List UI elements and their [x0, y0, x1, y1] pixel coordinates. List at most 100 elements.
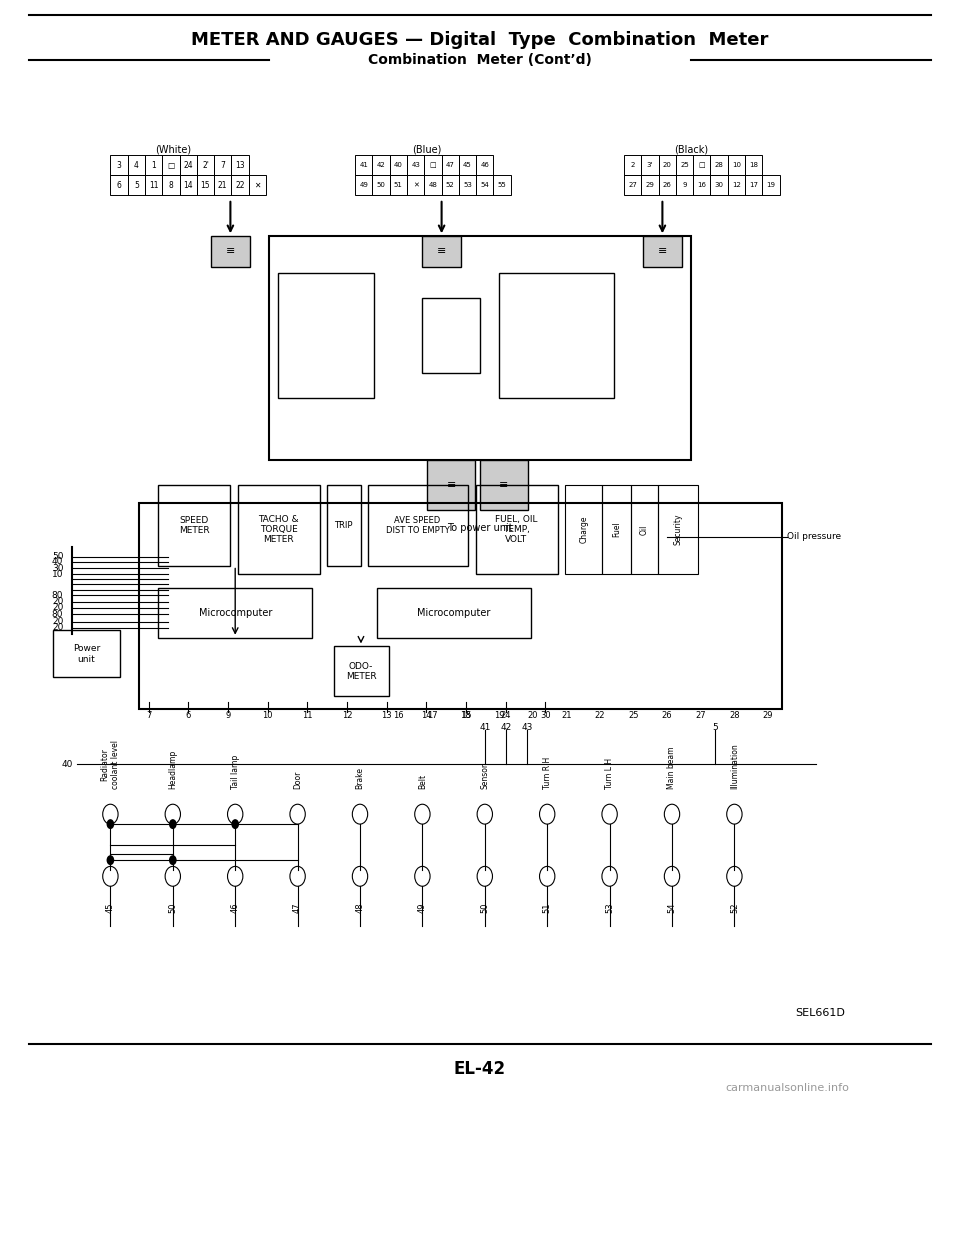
- Text: 24: 24: [500, 711, 511, 721]
- Bar: [624, 175, 641, 195]
- Text: Fuel: Fuel: [612, 522, 621, 537]
- Text: TRIP: TRIP: [334, 521, 353, 531]
- Text: Radiator
coolant level: Radiator coolant level: [101, 741, 120, 789]
- Bar: [565, 485, 602, 574]
- Bar: [128, 155, 145, 175]
- Bar: [53, 630, 120, 677]
- Text: ✕: ✕: [254, 180, 260, 190]
- Text: 54: 54: [667, 902, 677, 912]
- Bar: [676, 175, 693, 195]
- Bar: [624, 155, 641, 175]
- Text: 6: 6: [116, 180, 122, 190]
- Text: 18: 18: [749, 163, 758, 168]
- Bar: [745, 175, 762, 195]
- Text: 24: 24: [183, 160, 193, 170]
- Text: 22: 22: [235, 180, 245, 190]
- Bar: [427, 460, 475, 510]
- Text: 15: 15: [461, 711, 471, 721]
- Circle shape: [107, 855, 114, 865]
- Text: METER AND GAUGES — Digital  Type  Combination  Meter: METER AND GAUGES — Digital Type Combinat…: [191, 31, 769, 48]
- Bar: [162, 155, 180, 175]
- Bar: [493, 175, 511, 195]
- Text: 30: 30: [714, 183, 724, 188]
- Text: Illumination: Illumination: [730, 743, 739, 789]
- Bar: [278, 273, 374, 398]
- Bar: [327, 485, 361, 566]
- Circle shape: [169, 855, 177, 865]
- Bar: [422, 298, 480, 373]
- Bar: [145, 175, 162, 195]
- Bar: [231, 175, 249, 195]
- Text: □: □: [430, 163, 436, 168]
- Text: ODO-
METER: ODO- METER: [346, 661, 376, 681]
- Bar: [110, 155, 128, 175]
- Text: 80: 80: [52, 609, 63, 619]
- Bar: [442, 155, 459, 175]
- Text: 2': 2': [202, 160, 209, 170]
- Text: EL-42: EL-42: [454, 1060, 506, 1078]
- Text: 14: 14: [421, 711, 432, 721]
- Bar: [158, 588, 312, 638]
- Text: 55: 55: [497, 183, 507, 188]
- Text: 27: 27: [628, 183, 637, 188]
- Text: 12: 12: [342, 711, 352, 721]
- Text: 43: 43: [521, 722, 533, 732]
- Text: Headlamp: Headlamp: [168, 750, 178, 789]
- Text: 52: 52: [445, 183, 455, 188]
- Bar: [659, 175, 676, 195]
- Text: ≡: ≡: [658, 246, 667, 256]
- Text: 7: 7: [220, 160, 226, 170]
- Text: 46: 46: [230, 902, 240, 912]
- Bar: [728, 155, 745, 175]
- Text: Sensor: Sensor: [480, 763, 490, 789]
- Bar: [710, 155, 728, 175]
- Text: 4: 4: [133, 160, 139, 170]
- Bar: [249, 175, 266, 195]
- Text: Brake: Brake: [355, 767, 365, 789]
- Text: 50: 50: [52, 552, 63, 562]
- Text: TACHO &
TORQUE
METER: TACHO & TORQUE METER: [258, 515, 300, 544]
- Text: Tail lamp: Tail lamp: [230, 755, 240, 789]
- Text: 45: 45: [463, 163, 472, 168]
- Bar: [158, 485, 230, 566]
- Text: 20: 20: [528, 711, 538, 721]
- Bar: [631, 485, 658, 574]
- Text: 30: 30: [52, 563, 63, 573]
- Text: 13: 13: [381, 711, 392, 721]
- Bar: [197, 155, 214, 175]
- Text: 27: 27: [695, 711, 707, 721]
- Bar: [762, 175, 780, 195]
- Bar: [180, 175, 197, 195]
- Text: Main beam: Main beam: [667, 747, 677, 789]
- Text: 51: 51: [542, 902, 552, 912]
- Bar: [110, 175, 128, 195]
- Bar: [180, 155, 197, 175]
- Bar: [145, 155, 162, 175]
- Bar: [197, 175, 214, 195]
- Bar: [728, 175, 745, 195]
- Bar: [139, 503, 782, 709]
- Bar: [162, 175, 180, 195]
- Text: 50: 50: [376, 183, 386, 188]
- Text: Turn R H: Turn R H: [542, 757, 552, 789]
- Text: 49: 49: [418, 902, 427, 912]
- Text: 5: 5: [133, 180, 139, 190]
- Text: 3': 3': [647, 163, 653, 168]
- Text: 1: 1: [152, 160, 156, 170]
- Text: 25: 25: [629, 711, 638, 721]
- Text: 50: 50: [480, 902, 490, 912]
- Text: 10: 10: [732, 163, 741, 168]
- Text: ≡: ≡: [446, 480, 456, 490]
- Bar: [459, 155, 476, 175]
- Text: 47: 47: [293, 902, 302, 912]
- Text: 21: 21: [562, 711, 571, 721]
- Text: 80: 80: [52, 590, 63, 600]
- Text: 20: 20: [52, 617, 63, 626]
- Text: 6: 6: [186, 711, 191, 721]
- Bar: [693, 155, 710, 175]
- Text: 20: 20: [52, 597, 63, 607]
- Bar: [377, 588, 531, 638]
- Text: 48: 48: [355, 902, 365, 912]
- Bar: [499, 273, 614, 398]
- Bar: [211, 236, 250, 267]
